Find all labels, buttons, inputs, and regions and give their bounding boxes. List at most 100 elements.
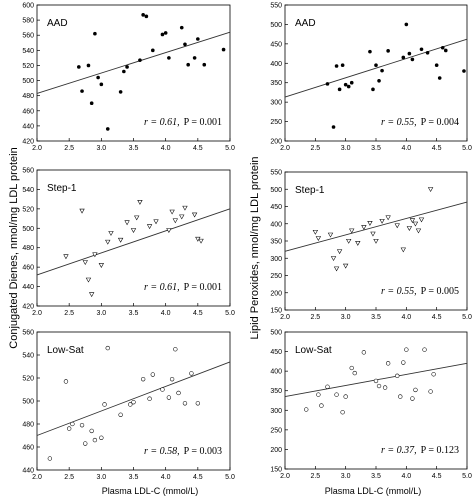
data-point bbox=[79, 422, 85, 428]
data-point bbox=[349, 365, 354, 371]
data-point bbox=[352, 370, 357, 376]
data-point bbox=[63, 254, 69, 260]
stat-p-value: P = 0.003 bbox=[184, 446, 222, 457]
data-point bbox=[118, 90, 123, 94]
x-tick-label: 3.5 bbox=[129, 145, 139, 152]
correlation-stat: r = 0.37, P = 0.123 bbox=[381, 445, 459, 456]
data-point bbox=[401, 360, 406, 365]
data-point bbox=[47, 456, 53, 461]
data-point bbox=[368, 49, 372, 54]
data-point bbox=[166, 395, 172, 400]
data-point bbox=[70, 421, 75, 427]
data-point bbox=[169, 376, 175, 382]
x-tick-label: 2.5 bbox=[64, 145, 74, 152]
stat-r-value: r = 0.61, bbox=[144, 282, 180, 293]
x-tick-label: 4.5 bbox=[193, 310, 203, 317]
data-point bbox=[340, 63, 345, 68]
data-point bbox=[105, 239, 111, 245]
data-point bbox=[361, 225, 367, 230]
y-tick-label: 420 bbox=[22, 304, 34, 311]
data-point bbox=[93, 31, 97, 36]
data-point bbox=[385, 215, 391, 221]
panel-label: Low-Sat bbox=[47, 345, 84, 356]
y-tick-label: 200 bbox=[270, 139, 282, 146]
regression-line bbox=[36, 208, 231, 276]
data-point bbox=[179, 25, 184, 30]
x-tick-label: 4.5 bbox=[193, 145, 203, 152]
y-tick-label: 450 bbox=[270, 349, 282, 356]
data-point bbox=[96, 75, 100, 80]
data-point bbox=[89, 101, 94, 106]
y-tick-label: 250 bbox=[270, 273, 282, 280]
data-point bbox=[334, 392, 339, 397]
x-tick-label: 2.0 bbox=[32, 474, 42, 481]
data-point bbox=[406, 226, 413, 232]
data-point bbox=[370, 231, 376, 237]
data-point bbox=[79, 208, 85, 214]
x-tick-label: 3.5 bbox=[129, 474, 139, 481]
x-tick-label: 3.5 bbox=[129, 310, 139, 317]
data-point bbox=[382, 385, 388, 390]
data-point bbox=[377, 78, 381, 83]
data-point bbox=[105, 127, 110, 131]
data-point bbox=[373, 378, 379, 384]
y-tick-label: 480 bbox=[22, 93, 34, 100]
data-point bbox=[134, 215, 140, 221]
data-point bbox=[437, 76, 442, 80]
data-point bbox=[89, 292, 95, 298]
data-point bbox=[355, 241, 361, 246]
y-tick-label: 300 bbox=[270, 408, 282, 415]
data-point bbox=[412, 221, 419, 227]
y-tick-label: 300 bbox=[270, 256, 282, 263]
data-point bbox=[419, 47, 424, 52]
data-point bbox=[138, 58, 142, 62]
scatter-panel: 2.0 2.5 3.0 3.5 4.0 4.5 5.0 200 250 300 350 400 450 5… bbox=[270, 3, 472, 153]
x-tick-label: 3.0 bbox=[96, 310, 106, 317]
data-point bbox=[85, 277, 92, 283]
y-tick-label: 560 bbox=[22, 168, 34, 175]
x-tick-label: 3.0 bbox=[96, 474, 106, 481]
data-point bbox=[404, 347, 409, 352]
y-tick-label: 200 bbox=[270, 447, 282, 454]
x-tick-label: 3.0 bbox=[341, 314, 351, 321]
y-tick-label: 480 bbox=[22, 422, 34, 429]
x-tick-label: 2.5 bbox=[64, 310, 74, 317]
data-point bbox=[89, 428, 94, 434]
panel-label: AAD bbox=[295, 18, 316, 29]
data-point bbox=[192, 56, 197, 60]
y-tick-label: 580 bbox=[22, 18, 34, 25]
data-point bbox=[440, 45, 445, 50]
data-point bbox=[146, 224, 153, 230]
data-point bbox=[333, 266, 340, 272]
x-tick-label: 2.0 bbox=[32, 145, 42, 152]
y-tick-label: 500 bbox=[270, 187, 282, 194]
data-point bbox=[191, 212, 198, 218]
data-point bbox=[183, 42, 187, 47]
y-tick-label: 350 bbox=[270, 388, 282, 395]
data-point bbox=[122, 69, 126, 74]
stat-p-value: P = 0.001 bbox=[184, 117, 222, 128]
data-point bbox=[137, 200, 143, 205]
correlation-stat: r = 0.55, P = 0.004 bbox=[381, 117, 459, 128]
regression-line bbox=[36, 361, 231, 436]
data-point bbox=[140, 376, 146, 382]
y-tick-label: 440 bbox=[22, 468, 34, 475]
correlation-stat: r = 0.58, P = 0.003 bbox=[144, 446, 222, 457]
y-tick-label: 460 bbox=[22, 445, 34, 452]
data-point bbox=[331, 125, 336, 129]
x-tick-label: 4.0 bbox=[401, 314, 411, 321]
stat-r-value: r = 0.55, bbox=[381, 117, 417, 128]
y-tick-label: 560 bbox=[22, 330, 34, 337]
x-tick-label: 4.0 bbox=[401, 145, 411, 152]
x-tick-label: 2.0 bbox=[280, 473, 290, 480]
y-tick-label: 550 bbox=[270, 170, 282, 177]
stat-r-value: r = 0.61, bbox=[144, 117, 180, 128]
data-point bbox=[196, 37, 200, 41]
data-point bbox=[330, 256, 337, 262]
data-point bbox=[428, 389, 433, 394]
x-tick-label: 4.0 bbox=[161, 145, 171, 152]
stat-p-value: P = 0.001 bbox=[184, 282, 222, 293]
y-tick-label: 250 bbox=[270, 427, 282, 434]
stat-p-value: P = 0.005 bbox=[421, 286, 459, 297]
data-point bbox=[182, 205, 188, 211]
